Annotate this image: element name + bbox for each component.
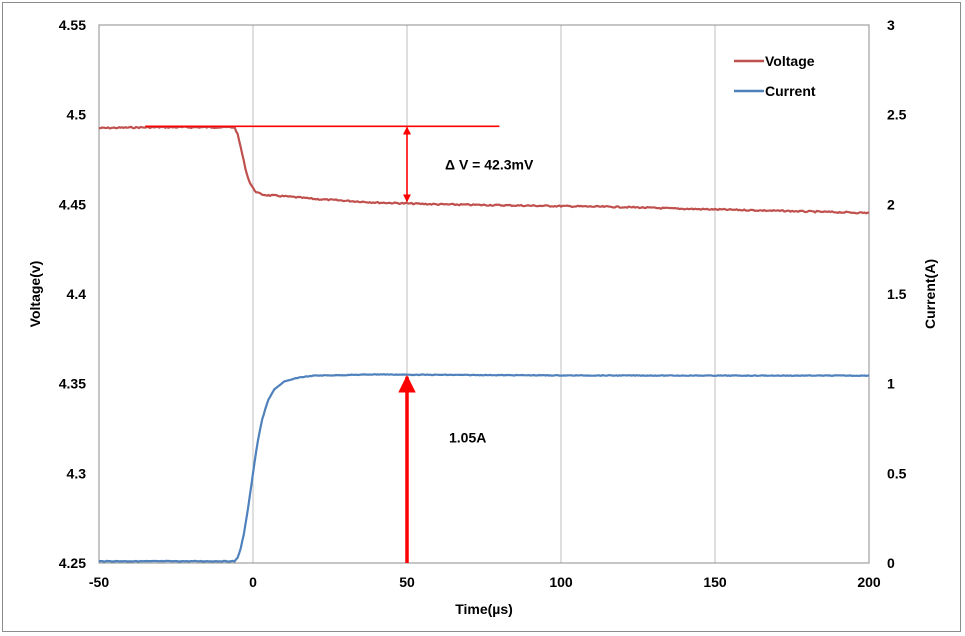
x-tick-label: 100 <box>549 574 573 590</box>
y-tick-label: 4.3 <box>67 465 87 481</box>
delta-v-label: Δ V = 42.3mV <box>445 156 534 172</box>
y-tick-label: 4.55 <box>59 17 86 33</box>
x-tick-label: 150 <box>703 574 727 590</box>
y-axis-right-title: Current(A) <box>922 259 938 329</box>
y-axis-right-ticks: 0 0.5 1 1.5 2 2.5 3 <box>887 17 907 571</box>
series-line-current <box>99 373 869 563</box>
x-tick-label: -50 <box>89 574 109 590</box>
y2-tick-label: 1 <box>887 376 895 392</box>
y-tick-label: 4.45 <box>59 196 86 212</box>
legend: Voltage Current <box>734 53 816 99</box>
x-axis-title: Time(µs) <box>455 601 513 617</box>
vertical-grid-lines <box>252 25 716 563</box>
y2-tick-label: 3 <box>887 17 895 33</box>
y-axis-left-title: Voltage(v) <box>27 261 43 328</box>
legend-label-voltage: Voltage <box>765 53 815 69</box>
annotation-layer: Δ V = 42.3mV 1.05A <box>145 125 534 563</box>
y2-tick-label: 2.5 <box>887 107 907 123</box>
y-tick-label: 4.4 <box>67 286 87 302</box>
current-label: 1.05A <box>449 429 486 445</box>
y-axis-left-ticks: 4.25 4.3 4.35 4.4 4.45 4.5 4.55 <box>59 17 86 571</box>
y2-tick-label: 2 <box>887 196 895 212</box>
x-tick-label: 200 <box>857 574 881 590</box>
y-tick-label: 4.25 <box>59 555 86 571</box>
legend-label-current: Current <box>765 83 816 99</box>
x-axis-ticks: -50 0 50 100 150 200 <box>89 574 881 590</box>
x-tick-label: 50 <box>399 574 415 590</box>
series-layer <box>98 125 870 563</box>
plot-area-border <box>98 24 870 564</box>
y2-tick-label: 0 <box>887 555 895 571</box>
y2-tick-label: 1.5 <box>887 286 907 302</box>
y-tick-label: 4.35 <box>59 376 86 392</box>
y2-tick-label: 0.5 <box>887 465 907 481</box>
y-tick-label: 4.5 <box>67 107 87 123</box>
x-tick-label: 0 <box>249 574 257 590</box>
